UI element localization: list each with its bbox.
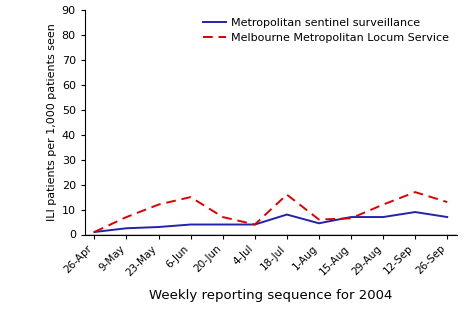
Melbourne Metropolitan Locum Service (252, 222, 258, 226)
Melbourne Metropolitan Locum Service (348, 216, 354, 220)
Legend: Metropolitan sentinel surveillance, Melbourne Metropolitan Locum Service: Metropolitan sentinel surveillance, Melb… (201, 16, 451, 46)
Metropolitan sentinel surveillance (284, 212, 290, 216)
Melbourne Metropolitan Locum Service (445, 200, 450, 204)
Melbourne Metropolitan Locum Service (91, 230, 97, 234)
Melbourne Metropolitan Locum Service (156, 203, 162, 207)
Metropolitan sentinel surveillance (412, 210, 418, 214)
Metropolitan sentinel surveillance (220, 222, 226, 226)
Y-axis label: ILI patients per 1,000 patients seen: ILI patients per 1,000 patients seen (48, 23, 57, 221)
X-axis label: Weekly reporting sequence for 2004: Weekly reporting sequence for 2004 (149, 289, 392, 302)
Metropolitan sentinel surveillance (316, 221, 322, 225)
Melbourne Metropolitan Locum Service (284, 193, 290, 197)
Line: Metropolitan sentinel surveillance: Metropolitan sentinel surveillance (94, 212, 447, 232)
Line: Melbourne Metropolitan Locum Service: Melbourne Metropolitan Locum Service (94, 192, 447, 232)
Metropolitan sentinel surveillance (188, 222, 194, 226)
Melbourne Metropolitan Locum Service (188, 195, 194, 199)
Metropolitan sentinel surveillance (348, 215, 354, 219)
Melbourne Metropolitan Locum Service (124, 215, 130, 219)
Metropolitan sentinel surveillance (91, 230, 97, 234)
Metropolitan sentinel surveillance (252, 222, 258, 226)
Melbourne Metropolitan Locum Service (220, 215, 226, 219)
Metropolitan sentinel surveillance (124, 226, 130, 230)
Melbourne Metropolitan Locum Service (412, 190, 418, 194)
Metropolitan sentinel surveillance (445, 215, 450, 219)
Metropolitan sentinel surveillance (156, 225, 162, 229)
Melbourne Metropolitan Locum Service (380, 203, 386, 207)
Melbourne Metropolitan Locum Service (316, 217, 322, 221)
Metropolitan sentinel surveillance (380, 215, 386, 219)
